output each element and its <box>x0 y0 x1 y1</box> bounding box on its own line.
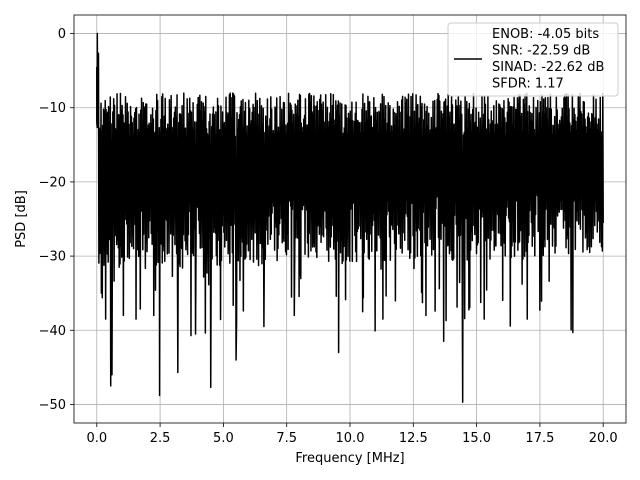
y-tick-label: −10 <box>39 101 66 116</box>
psd-series-line <box>96 32 604 403</box>
x-tick-label: 10.0 <box>336 431 365 446</box>
x-tick-label: 2.5 <box>150 431 171 446</box>
x-tick-label: 20.0 <box>589 431 618 446</box>
plot-area <box>96 32 604 403</box>
y-tick-label: −30 <box>39 250 66 265</box>
axis-ticks: 0.0 2.5 5.0 7.5 10.0 12.5 15.0 17.5 20.0 0 −10 −20 −… <box>39 27 618 446</box>
x-tick-label: 7.5 <box>276 431 297 446</box>
legend-box <box>447 22 619 97</box>
legend-sfdr-text: SFDR: 1.17 <box>492 77 564 92</box>
x-tick-label: 15.0 <box>462 431 491 446</box>
x-tick-label: 0.0 <box>86 431 107 446</box>
y-tick-label: 0 <box>58 27 66 42</box>
y-tick-label: −40 <box>39 324 66 339</box>
x-axis-label: Frequency [MHz] <box>295 451 404 466</box>
x-tick-label: 5.0 <box>213 431 234 446</box>
y-axis-label: PSD [dB] <box>14 190 29 248</box>
legend-enob-text: ENOB: -4.05 bits <box>492 27 599 42</box>
legend-sinad-text: SINAD: -22.62 dB <box>492 60 604 75</box>
legend: ENOB: -4.05 bits SNR: -22.59 dB SINAD: -… <box>447 22 619 97</box>
x-tick-label: 12.5 <box>399 431 428 446</box>
y-tick-label: −50 <box>39 398 66 413</box>
legend-snr-text: SNR: -22.59 dB <box>492 44 590 59</box>
x-tick-label: 17.5 <box>525 431 554 446</box>
y-tick-label: −20 <box>39 175 66 190</box>
